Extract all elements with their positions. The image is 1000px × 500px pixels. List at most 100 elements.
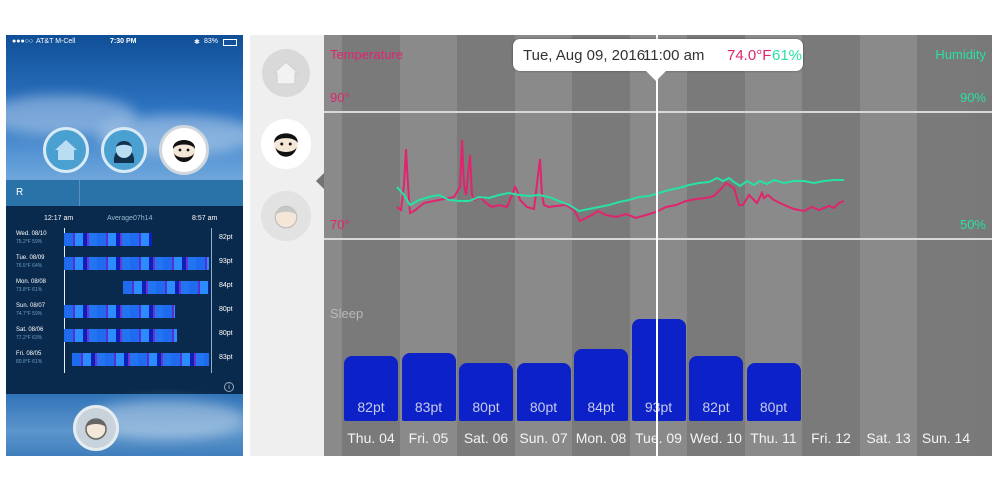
sleep-row-detail: 77.2°F 63%: [16, 335, 43, 341]
sleep-row-detail: 73.8°F 61%: [16, 287, 43, 293]
sleep-row[interactable]: Tue. 08/09 76.5°F 64% 93pt: [6, 254, 243, 273]
sleep-row-bar: [64, 305, 176, 318]
carrier-label: AT&T M-Cell: [36, 38, 76, 45]
woman-avatar-icon: [113, 141, 135, 163]
average-label: Average:: [107, 215, 135, 222]
sleep-score-bar[interactable]: 82pt: [689, 356, 743, 421]
sleep-row-points: 80pt: [219, 330, 233, 337]
tooltip-date: Tue, Aug 09, 2016: [523, 47, 646, 64]
low-gridline: [324, 238, 992, 240]
sleep-score-label: 80pt: [472, 399, 500, 415]
humidity-low-label: 50%: [959, 217, 986, 232]
sleep-row-date: Sat. 08/06: [16, 327, 44, 333]
sleep-row-detail: 80.8°F 61%: [16, 359, 43, 365]
info-icon[interactable]: i: [224, 382, 234, 392]
dashboard-chart[interactable]: Temperature Humidity 90° 70° 90% 50% Sle…: [324, 35, 992, 456]
sleep-row-date: Mon. 08/08: [16, 279, 47, 285]
day-label: Sat. 13: [866, 430, 911, 446]
sleep-score-label: 80pt: [759, 399, 788, 415]
sleep-score-label: 83pt: [414, 399, 443, 415]
sidebar-home-button[interactable]: [262, 49, 310, 97]
sleep-score-bar[interactable]: 80pt: [516, 363, 571, 421]
profile-tab-strip: R: [6, 180, 243, 206]
humidity-high-label: 90%: [959, 90, 986, 105]
tooltip-time: 11:00 am: [643, 47, 705, 64]
high-gridline: [324, 111, 992, 113]
sleep-row-date: Wed. 08/10: [16, 231, 47, 237]
sleep-score-label: 82pt: [702, 399, 730, 415]
sleep-row-bar: [122, 281, 209, 294]
tab-r-label: R: [16, 187, 24, 198]
sleep-row-bar: [64, 257, 209, 270]
sleep-score-bar[interactable]: 93pt: [631, 318, 686, 421]
temperature-label: Temperature: [330, 47, 403, 62]
sleep-start-time: 12:17 am: [44, 215, 74, 222]
sleep-row-detail: 75.2°F 59%: [16, 239, 43, 245]
tooltip-humidity: 61%: [772, 47, 803, 64]
temperature-line: [396, 139, 845, 223]
day-label: Sat. 06: [463, 430, 509, 446]
phone-screenshot: ●●●○○ AT&T M-Cell 7:30 PM ✱ 83% R 12:17 …: [6, 35, 243, 456]
child-avatar-icon: [274, 205, 298, 229]
temp-high-label: 90°: [330, 90, 350, 105]
day-column: [859, 35, 917, 456]
sleep-score-bar[interactable]: 80pt: [746, 363, 801, 421]
profile-man-button[interactable]: [159, 125, 209, 175]
sidebar-man-button[interactable]: [261, 119, 311, 169]
sleep-row-points: 82pt: [219, 234, 233, 241]
environment-lines: [396, 139, 845, 223]
sleep-row[interactable]: Fri. 08/05 80.8°F 61% 83pt: [6, 350, 243, 369]
home-icon: [272, 61, 300, 85]
sleep-row-detail: 74.7°F 59%: [16, 311, 43, 317]
sleep-row[interactable]: Sun. 08/07 74.7°F 59% 80pt: [6, 302, 243, 321]
sleep-row-bar: [64, 329, 178, 342]
sleep-score-label: 80pt: [529, 399, 558, 415]
sleep-start-line: [64, 228, 65, 373]
time-cursor-line[interactable]: [656, 35, 658, 456]
sleep-score-bar[interactable]: 82pt: [344, 356, 398, 421]
profile-child-button[interactable]: [73, 405, 119, 451]
cursor-tooltip: Tue, Aug 09, 2016 11:00 am 74.0°F 61%: [513, 39, 803, 71]
sleep-row-date: Tue. 08/09: [16, 255, 45, 261]
sleep-score-bar[interactable]: 83pt: [401, 352, 456, 421]
average-duration: 07h14: [133, 215, 153, 222]
man-avatar-icon: [172, 140, 196, 162]
sleep-row-points: 93pt: [219, 258, 233, 265]
day-label: Thu. 04: [347, 430, 395, 446]
sleep-row[interactable]: Mon. 08/08 73.8°F 61% 84pt: [6, 278, 243, 297]
bluetooth-icon: ✱: [194, 39, 200, 46]
day-label: Sun. 14: [921, 430, 971, 446]
sleep-row[interactable]: Wed. 08/10 75.2°F 59% 82pt: [6, 230, 243, 249]
day-label: Wed. 10: [690, 430, 742, 446]
signal-icon: ●●●○○: [12, 38, 34, 45]
humidity-label: Humidity: [935, 47, 986, 62]
tab-r[interactable]: R: [6, 180, 80, 206]
sleep-row-bar: [64, 233, 153, 246]
profile-home-button[interactable]: [43, 127, 89, 173]
sleep-end-line: [211, 228, 212, 373]
sleep-end-time: 8:57 am: [192, 215, 218, 222]
profile-sidebar: [250, 35, 324, 456]
battery-icon: [223, 39, 237, 46]
status-time: 7:30 PM: [110, 38, 137, 45]
sleep-row[interactable]: Sat. 08/06 77.2°F 63% 80pt: [6, 326, 243, 345]
sleep-row-points: 80pt: [219, 306, 233, 313]
selected-profile-notch: [316, 173, 324, 189]
day-column: [917, 35, 975, 456]
tooltip-pointer: [646, 71, 666, 81]
humidity-line: [396, 176, 844, 213]
battery-percent: 83%: [204, 38, 219, 45]
sleep-score-label: 84pt: [587, 399, 615, 415]
sleep-history-panel: 12:17 am Average: 07h14 8:57 am Wed. 08/…: [6, 206, 243, 394]
sleep-row-bar: [72, 353, 209, 366]
day-label: Mon. 08: [575, 430, 627, 446]
sleep-score-label: 93pt: [644, 399, 673, 415]
sleep-time-axis: 12:17 am Average: 07h14 8:57 am: [6, 215, 243, 227]
sleep-row-date: Fri. 08/05: [16, 351, 42, 357]
sleep-row-points: 83pt: [219, 354, 233, 361]
sidebar-child-button[interactable]: [261, 191, 311, 241]
profile-woman-button[interactable]: [101, 127, 147, 173]
sleep-score-bar[interactable]: 84pt: [574, 349, 628, 421]
sleep-score-bar[interactable]: 80pt: [459, 363, 513, 421]
home-icon: [55, 140, 77, 160]
